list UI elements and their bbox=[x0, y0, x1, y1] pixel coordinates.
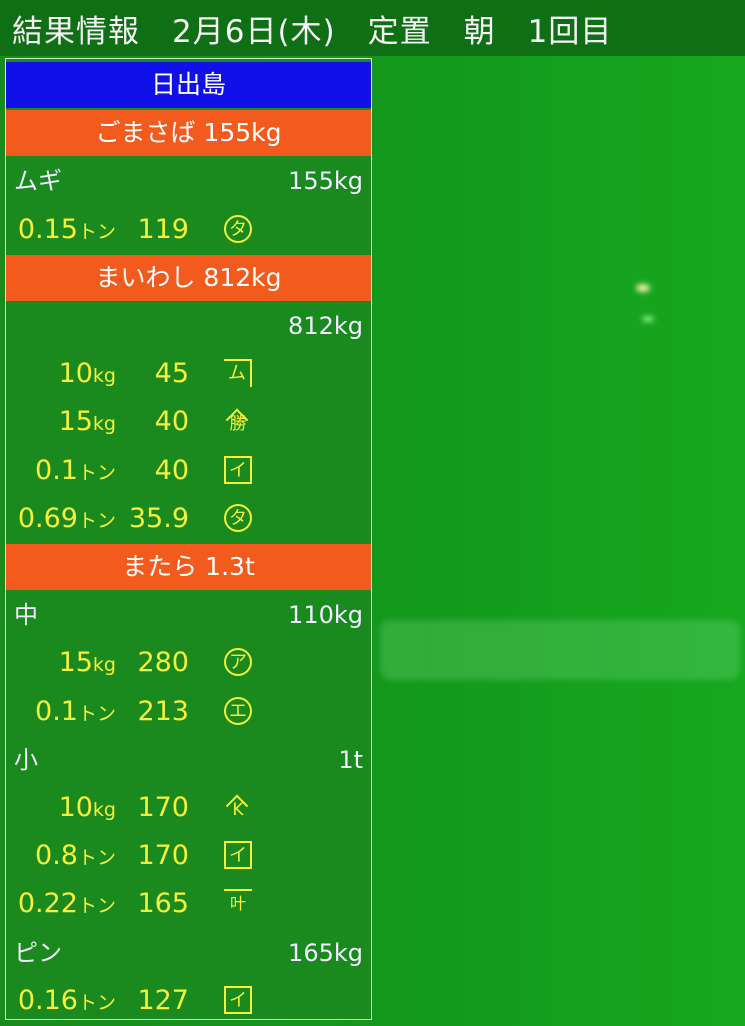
item-weight: 0.16トン bbox=[18, 978, 116, 1026]
item-weight: 0.69トン bbox=[18, 496, 116, 544]
weight-unit: トン bbox=[77, 509, 116, 532]
item-price: 127 bbox=[137, 984, 189, 1016]
weight-value: 0.16 bbox=[17, 984, 78, 1016]
category-label: 小 bbox=[14, 745, 38, 774]
weight-unit: kg bbox=[92, 799, 116, 821]
item-weight: 0.1トン bbox=[35, 689, 116, 737]
item-weight: 10kg bbox=[59, 351, 116, 399]
buyer-mark-icon: ア bbox=[224, 648, 252, 677]
category-total: 110kg bbox=[288, 601, 363, 630]
weight-value: 0.1 bbox=[35, 454, 78, 486]
weight-value: 10 bbox=[58, 792, 93, 823]
title-bar: 結果情報 2月6日(木) 定置 朝 1回目 bbox=[0, 0, 745, 56]
weight-value: 0.15 bbox=[17, 213, 78, 245]
item-weight: 0.22トン bbox=[18, 881, 116, 929]
buyer-mark-icon: タ bbox=[224, 214, 252, 243]
category-row: 812kg bbox=[6, 303, 371, 349]
weight-unit: kg bbox=[92, 413, 116, 436]
weight-unit: kg bbox=[92, 365, 116, 388]
item-price: 35.9 bbox=[128, 502, 189, 534]
weight-unit: トン bbox=[77, 220, 116, 243]
fish-header: ごまさば 155kg bbox=[6, 110, 371, 157]
buyer-mark-icon: イ bbox=[224, 455, 252, 484]
item-price: 213 bbox=[137, 695, 189, 727]
result-item-row: 0.16トン 127 イ bbox=[6, 978, 371, 1024]
weight-value: 0.22 bbox=[17, 888, 78, 920]
category-label: ムギ bbox=[14, 167, 62, 196]
category-row: 中 110kg bbox=[6, 592, 371, 638]
buyer-mark-icon: 叶 bbox=[224, 889, 252, 917]
buyer-mark-icon: イ bbox=[224, 985, 252, 1014]
weight-value: 0.1 bbox=[35, 695, 78, 727]
item-weight: 0.1トン bbox=[35, 448, 116, 496]
item-weight: 15kg bbox=[59, 399, 116, 447]
result-item-row: 0.15トン 119 タ bbox=[6, 207, 371, 253]
weight-value: 0.69 bbox=[17, 502, 78, 534]
buyer-mark-icon: イ bbox=[224, 841, 252, 870]
item-price: 45 bbox=[154, 358, 189, 390]
buyer-mark-icon: エ bbox=[224, 696, 252, 725]
weight-unit: トン bbox=[77, 895, 116, 918]
weight-unit: トン bbox=[77, 991, 116, 1014]
buyer-mark-icon: K bbox=[224, 793, 252, 821]
weight-unit: トン bbox=[77, 847, 116, 870]
buyer-mark-icon: 勝 bbox=[224, 407, 252, 435]
item-weight: 10kg bbox=[59, 785, 116, 833]
reflection-glare bbox=[380, 620, 740, 680]
category-total: 1t bbox=[338, 745, 363, 774]
category-row: ピン 165kg bbox=[6, 930, 371, 976]
item-price: 40 bbox=[154, 454, 189, 486]
item-price: 170 bbox=[137, 840, 189, 872]
item-price: 165 bbox=[137, 888, 189, 920]
weight-unit: トン bbox=[77, 702, 116, 725]
result-item-row: 15kg 280 ア bbox=[6, 640, 371, 686]
fish-header: まいわし 812kg bbox=[6, 254, 371, 301]
item-weight: 15kg bbox=[59, 640, 116, 688]
result-item-row: 0.69トン 35.9 タ bbox=[6, 496, 371, 542]
category-total: 155kg bbox=[288, 167, 363, 196]
result-item-row: 0.22トン 165 叶 bbox=[6, 881, 371, 927]
result-item-row: 10kg 45 ム bbox=[6, 351, 371, 397]
result-item-row: 0.1トン 213 エ bbox=[6, 689, 371, 735]
item-price: 280 bbox=[137, 647, 189, 679]
weight-value: 15 bbox=[58, 647, 93, 679]
buyer-mark-icon: ム bbox=[224, 359, 252, 388]
result-item-row: 0.1トン 40 イ bbox=[6, 448, 371, 494]
category-total: 812kg bbox=[288, 312, 363, 340]
item-weight: 0.15トン bbox=[18, 207, 116, 255]
category-row: ムギ 155kg bbox=[6, 158, 371, 204]
category-total: 165kg bbox=[288, 938, 363, 967]
weight-unit: トン bbox=[77, 461, 116, 484]
weight-value: 15 bbox=[58, 406, 93, 438]
category-row: 小 1t bbox=[6, 737, 371, 783]
location-header: 日出島 bbox=[6, 62, 371, 108]
item-price: 119 bbox=[137, 213, 189, 245]
weight-unit: kg bbox=[92, 654, 116, 677]
result-item-row: 10kg 170 K bbox=[6, 785, 371, 831]
weight-value: 0.8 bbox=[35, 840, 78, 872]
reflection-light bbox=[642, 316, 654, 322]
category-label: ピン bbox=[14, 938, 62, 967]
category-label: 中 bbox=[14, 601, 38, 630]
reflection-light bbox=[636, 284, 650, 292]
fish-header: またら 1.3t bbox=[6, 544, 371, 590]
item-price: 170 bbox=[137, 792, 189, 823]
result-item-row: 0.8トン 170 イ bbox=[6, 833, 371, 879]
page-title: 結果情報 2月6日(木) 定置 朝 1回目 bbox=[12, 14, 613, 50]
item-price: 40 bbox=[154, 406, 189, 438]
results-panel: 日出島 ごまさば 155kg ムギ 155kg 0.15トン 119 タまいわし 812kg… bbox=[5, 58, 372, 1020]
weight-value: 10 bbox=[58, 358, 93, 390]
result-item-row: 15kg 40 勝 bbox=[6, 399, 371, 445]
item-weight: 0.8トン bbox=[35, 833, 116, 881]
buyer-mark-icon: タ bbox=[224, 503, 252, 532]
